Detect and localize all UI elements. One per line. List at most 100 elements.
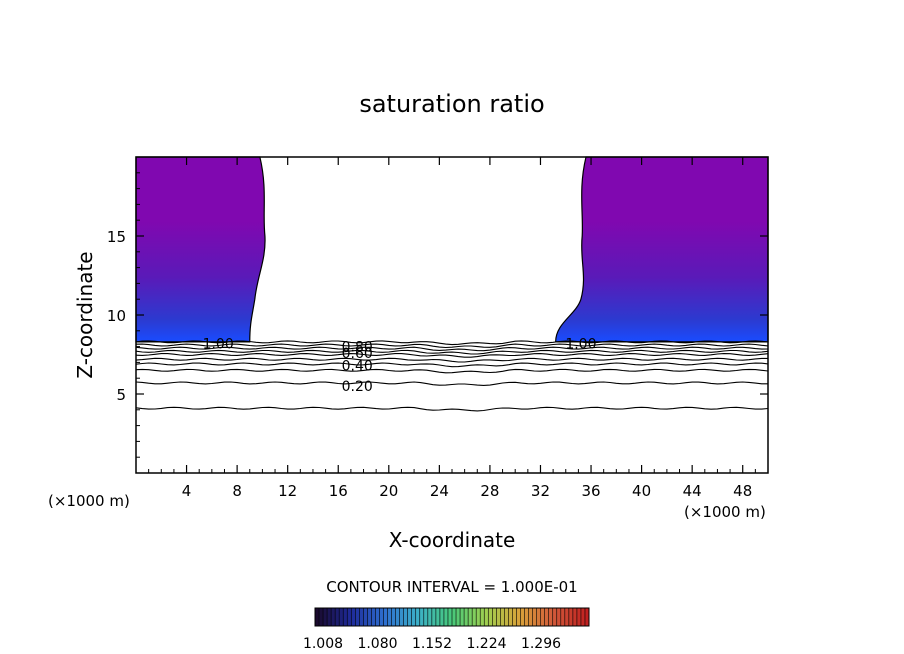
contour-label: 0.20 (342, 379, 373, 395)
colorbar-cell (359, 608, 364, 626)
colorbar-cell (323, 608, 328, 626)
colorbar-cell (351, 608, 356, 626)
colorbar (314, 607, 590, 627)
colorbar-cell (427, 608, 433, 626)
supersaturated-region-2 (555, 156, 769, 343)
colorbar-frame (314, 607, 590, 627)
colorbar-cell (456, 608, 461, 626)
contour-line (135, 362, 769, 368)
colorbar-cell (443, 608, 449, 626)
colorbar-cell (512, 608, 517, 626)
colorbar-cell (464, 608, 469, 626)
colorbar-cell (335, 608, 340, 626)
colorbar-cell (568, 608, 574, 626)
colorbar-cell (480, 608, 485, 626)
contour-label: 0.60 (342, 346, 373, 362)
contour-line (135, 368, 769, 374)
colorbar-cell (552, 608, 558, 626)
contour-line (135, 406, 769, 412)
colorbar-cell (472, 608, 477, 626)
colorbar-cell (544, 608, 550, 626)
colorbar-cell (327, 608, 332, 626)
colorbar-cell (423, 608, 429, 626)
colorbar-tick-label: 1.296 (521, 636, 561, 652)
colorbar-tick-label: 1.008 (303, 636, 343, 652)
colorbar-cell (560, 608, 566, 626)
colorbar-cell (411, 608, 417, 626)
colorbar-cell (548, 608, 554, 626)
y-tick-label: 10 (107, 307, 126, 325)
colorbar-cell (536, 608, 541, 626)
colorbar-cell (363, 608, 368, 626)
colorbar-cell (447, 608, 453, 626)
x-unit-right: (×1000 m) (684, 503, 766, 521)
colorbar-cell (508, 608, 513, 626)
x-tick-label: 44 (683, 482, 702, 500)
colorbar-cell (452, 608, 457, 626)
contour-label: 0.80 (342, 340, 373, 356)
x-tick-label: 8 (232, 482, 242, 500)
colorbar-cell (584, 608, 590, 626)
colorbar-tick-label: 1.080 (357, 636, 397, 652)
colorbar-cell (572, 608, 578, 626)
colorbar-cell (580, 608, 586, 626)
y-tick-label: 5 (116, 386, 126, 404)
colorbar-cell (524, 608, 529, 626)
x-unit-left: (×1000 m) (48, 492, 130, 510)
contour-line (135, 343, 769, 349)
contour-line (135, 349, 769, 355)
y-axis-label: Z-coordinate (73, 251, 97, 378)
colorbar-tick-label: 1.224 (466, 636, 506, 652)
contour-label: 0.40 (342, 359, 373, 375)
colorbar-cell (399, 608, 404, 626)
x-tick-label: 40 (632, 482, 651, 500)
x-axis-label: X-coordinate (389, 528, 516, 552)
colorbar-cell (379, 608, 384, 626)
colorbar-cell (496, 608, 501, 626)
colorbar-cell (576, 608, 582, 626)
colorbar-cell (415, 608, 421, 626)
x-tick-label: 28 (480, 482, 499, 500)
colorbar-cell (367, 608, 372, 626)
colorbar-cell (516, 608, 521, 626)
colorbar-cell (403, 608, 408, 626)
colorbar-cell (492, 608, 497, 626)
y-tick-label: 15 (107, 228, 126, 246)
colorbar-cell (395, 608, 400, 626)
colorbar-cell (343, 608, 348, 626)
colorbar-cell (500, 608, 505, 626)
colorbar-cell (528, 608, 533, 626)
x-tick-label: 32 (531, 482, 550, 500)
contour-label: 1.00 (565, 336, 596, 352)
colorbar-cell (460, 608, 465, 626)
colorbar-cell (383, 608, 388, 626)
colorbar-cell (371, 608, 376, 626)
colorbar-cell (391, 608, 396, 626)
x-tick-label: 36 (581, 482, 600, 500)
colorbar-cell (484, 608, 489, 626)
contour-line (135, 340, 769, 346)
supersaturated-region-1 (135, 156, 266, 343)
colorbar-cell (476, 608, 481, 626)
chart-title: saturation ratio (359, 90, 544, 118)
colorbar-cell (431, 608, 437, 626)
plot-area: 1.00 1.00 0.800.600.40 0.20 (135, 156, 769, 474)
colorbar-cell (468, 608, 473, 626)
colorbar-cell (564, 608, 570, 626)
contour-line (135, 346, 769, 352)
colorbar-cell (419, 608, 425, 626)
colorbar-cell (347, 608, 352, 626)
x-tick-label: 16 (329, 482, 348, 500)
colorbar-cell (387, 608, 392, 626)
colorbar-cell (315, 608, 320, 626)
colorbar-cell (407, 608, 413, 626)
colorbar-cell (339, 608, 344, 626)
contour-line (135, 353, 769, 358)
colorbar-cell (439, 608, 445, 626)
colorbar-cell (375, 608, 380, 626)
colorbar-cell (556, 608, 562, 626)
colorbar-cell (319, 608, 324, 626)
colorbar-cell (435, 608, 441, 626)
contour-line (135, 357, 768, 363)
